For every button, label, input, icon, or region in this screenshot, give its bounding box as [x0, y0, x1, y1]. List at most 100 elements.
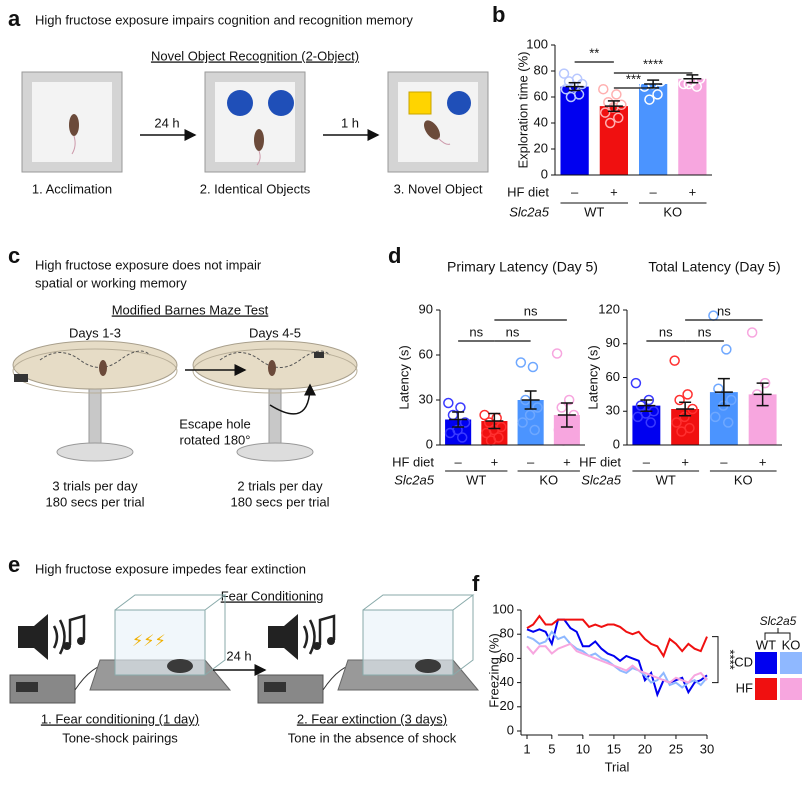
y-tick-label: 20: [534, 140, 548, 155]
step-label: Tone in the absence of shock: [288, 730, 457, 745]
data-point: [652, 89, 663, 100]
step-label: 2. Identical Objects: [200, 181, 311, 196]
x-tick-label: 10: [576, 741, 590, 756]
x-tick-label: +: [689, 184, 697, 199]
legend-column: KO: [782, 637, 801, 652]
bar: [678, 78, 707, 175]
x-tick-label: 30: [700, 741, 714, 756]
series-line: [526, 630, 708, 689]
test-name: Modified Barnes Maze Test: [112, 302, 269, 317]
data-point: [676, 60, 688, 72]
data-point: [443, 397, 454, 409]
x-tick-label: 20: [638, 741, 652, 756]
data-point: [444, 427, 456, 439]
significance-label: ****: [643, 56, 663, 71]
arena-illustrations: [21, 71, 489, 173]
y-tick-label: 120: [598, 301, 620, 316]
rotation-note: rotated 180°: [180, 432, 251, 447]
significance-label: ns: [469, 324, 483, 339]
y-tick-label: 60: [500, 650, 514, 665]
y-tick-label: 80: [500, 626, 514, 641]
data-point: [455, 402, 466, 413]
spark-icon: ⚡⚡⚡: [132, 633, 166, 650]
legend-row: HF: [736, 680, 753, 695]
y-tick-label: 60: [606, 369, 620, 384]
panel-letter: e: [8, 552, 20, 577]
data-point: [551, 348, 563, 359]
legend-title: Slc2a5: [760, 614, 797, 628]
x-tick-label: –: [571, 184, 579, 199]
x-tick-label: 15: [607, 741, 621, 756]
y-tick-label: 40: [534, 114, 548, 129]
y-tick-label: 60: [419, 346, 433, 361]
step-label: 3. Novel Object: [394, 181, 483, 196]
data-point: [644, 94, 655, 105]
row-label: HF diet: [579, 454, 621, 469]
x-tick-label: –: [455, 454, 463, 469]
group-name: KO: [539, 472, 558, 487]
y-axis-label: Latency (s): [396, 345, 411, 409]
interval-label: 1 h: [341, 115, 359, 130]
protocol: 2 trials per day: [237, 478, 323, 493]
bar: [560, 86, 589, 175]
legend-swatch: [780, 652, 802, 674]
x-tick-label: –: [720, 454, 728, 469]
group-label: Slc2a5: [509, 204, 550, 219]
data-point: [764, 394, 776, 406]
data-point: [721, 344, 732, 355]
y-axis-label: Freezing (%): [486, 633, 501, 707]
significance-label: ns: [698, 324, 712, 339]
panel-letter: c: [8, 243, 20, 268]
data-point: [676, 426, 687, 437]
data-point: [710, 411, 721, 423]
x-tick-label: +: [681, 454, 689, 469]
legend-column: WT: [756, 637, 776, 652]
data-point: [532, 402, 543, 413]
significance-bracket: [712, 636, 719, 684]
group-name: KO: [734, 472, 753, 487]
y-tick-label: 40: [500, 674, 514, 689]
data-point: [746, 327, 758, 338]
y-tick-label: 0: [613, 436, 620, 451]
data-point: [565, 91, 577, 103]
x-tick-label: +: [563, 454, 571, 469]
test-name: Novel Object Recognition (2-Object): [151, 48, 359, 63]
significance-label: ns: [717, 303, 731, 318]
panel-title: High fructose exposure impairs cognition…: [35, 12, 413, 27]
protocol: 180 secs per trial: [231, 494, 330, 509]
data-point: [456, 432, 468, 443]
bar: [638, 84, 668, 175]
panel-letter: f: [472, 571, 480, 596]
panel-letter: d: [388, 243, 401, 268]
group-label: Slc2a5: [394, 472, 435, 487]
series-line: [526, 614, 708, 659]
data-point: [599, 107, 611, 118]
data-point: [671, 417, 682, 428]
data-point: [682, 389, 693, 400]
step-label: 2. Fear extinction (3 days): [297, 711, 447, 726]
data-point: [529, 424, 540, 436]
y-tick-label: 0: [541, 166, 548, 181]
significance-label: ****: [723, 649, 738, 669]
data-point: [637, 65, 648, 77]
significance-label: ***: [626, 71, 641, 86]
y-tick-label: 90: [419, 301, 433, 316]
x-tick-label: 25: [669, 741, 683, 756]
data-point: [459, 417, 471, 428]
data-point: [604, 117, 616, 129]
y-tick-label: 30: [419, 391, 433, 406]
x-tick-label: +: [491, 454, 499, 469]
y-axis-label: Exploration time (%): [515, 51, 530, 168]
significance-label: ns: [659, 324, 673, 339]
data-point: [630, 377, 642, 389]
data-point: [611, 89, 622, 100]
legend-swatch: [755, 652, 777, 674]
test-name: Fear Conditioning: [221, 588, 324, 603]
significance-label: ns: [524, 303, 538, 318]
y-tick-label: 90: [606, 335, 620, 350]
protocol: 3 trials per day: [52, 478, 138, 493]
rotation-note: Escape hole: [179, 416, 251, 431]
x-tick-label: –: [650, 184, 658, 199]
group-name: WT: [656, 472, 676, 487]
x-tick-label: 1: [523, 741, 530, 756]
